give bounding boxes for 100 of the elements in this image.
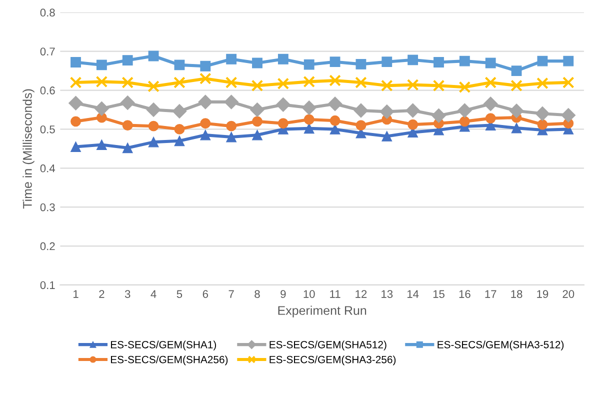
point [200, 118, 211, 129]
point [148, 50, 159, 62]
point [200, 60, 211, 72]
x-tick-label: 5 [176, 290, 182, 298]
x-tick-label: 11 [330, 290, 340, 298]
legend-label: ES-SECS/GEM(SHA3-256) [270, 356, 396, 366]
x-tick-label: 1 [74, 290, 78, 298]
point [328, 96, 342, 112]
x-tick-label: 10 [304, 290, 315, 298]
point [70, 142, 81, 152]
point [70, 57, 81, 68]
point [94, 101, 109, 116]
y-tick-label: 0.5 [40, 125, 55, 134]
point [483, 96, 498, 112]
point [561, 108, 576, 122]
point [148, 136, 159, 148]
point [198, 94, 213, 110]
point [432, 108, 446, 123]
x-tick-label: 4 [150, 290, 156, 298]
point [484, 76, 497, 88]
point [509, 104, 524, 118]
point [122, 120, 133, 131]
point [120, 96, 135, 110]
point [252, 130, 262, 140]
point [457, 103, 472, 118]
legend-label: ES-SECS/GEM(SHA3-512) [438, 340, 564, 350]
point [330, 115, 340, 126]
y-tick-label: 0.3 [40, 203, 55, 212]
point [304, 114, 314, 125]
point [70, 116, 81, 127]
point [537, 119, 548, 130]
point [354, 103, 368, 118]
y-axis-title: Time in (Milliseconds) [22, 89, 34, 209]
point [252, 116, 262, 127]
x-tick-label: 9 [280, 290, 286, 298]
point [485, 113, 496, 124]
point [199, 72, 212, 84]
point [174, 76, 186, 88]
x-tick-label: 3 [124, 290, 130, 298]
point [302, 100, 316, 116]
point [537, 56, 548, 66]
point [434, 57, 444, 68]
point [458, 81, 471, 94]
y-tick-label: 0.6 [40, 86, 55, 94]
point [304, 59, 314, 70]
point [224, 94, 239, 110]
point [380, 104, 394, 119]
point [250, 102, 264, 117]
point [200, 130, 211, 140]
point [408, 119, 418, 130]
x-tick-label: 8 [254, 290, 260, 298]
point [459, 56, 470, 66]
point [122, 142, 133, 154]
point [277, 78, 290, 90]
point [96, 60, 107, 70]
point [303, 76, 316, 88]
x-axis-title: Experiment Run [278, 306, 366, 318]
x-tick-label: 7 [228, 290, 234, 298]
y-tick-label: 0.4 [40, 164, 56, 172]
point [278, 118, 288, 129]
point [226, 120, 237, 132]
x-tick-label: 6 [202, 290, 208, 298]
point [174, 124, 185, 134]
x-tick-label: 18 [511, 290, 522, 298]
point [485, 58, 496, 68]
x-tick-label: 17 [485, 290, 496, 298]
point [96, 76, 108, 88]
point [356, 120, 366, 131]
point [148, 80, 160, 92]
point [563, 56, 574, 66]
point [68, 96, 83, 110]
point [355, 76, 367, 88]
x-tick-label: 14 [407, 290, 419, 298]
legend-label: ES-SECS/GEM(SHA1) [111, 340, 216, 350]
point [70, 76, 82, 88]
point [382, 131, 392, 142]
point [330, 56, 340, 68]
point [432, 80, 445, 92]
point [278, 54, 288, 64]
point [226, 132, 237, 142]
point [511, 66, 522, 76]
x-tick-label: 2 [99, 290, 104, 298]
y-tick-label: 0.1 [40, 281, 55, 290]
point [96, 140, 107, 150]
point [406, 103, 420, 118]
point [226, 54, 237, 64]
x-tick-label: 20 [562, 290, 574, 298]
point [459, 116, 470, 127]
point [330, 124, 340, 134]
point [122, 55, 133, 66]
point [536, 77, 548, 90]
point [511, 122, 522, 134]
point [356, 58, 366, 70]
point [252, 58, 262, 68]
x-tick-label: 19 [537, 290, 548, 298]
legend-label: ES-SECS/GEM(SHA512) [270, 340, 386, 350]
point [510, 80, 522, 92]
x-tick-label: 15 [433, 290, 444, 298]
x-tick-label: 16 [459, 290, 470, 298]
point [172, 104, 187, 119]
